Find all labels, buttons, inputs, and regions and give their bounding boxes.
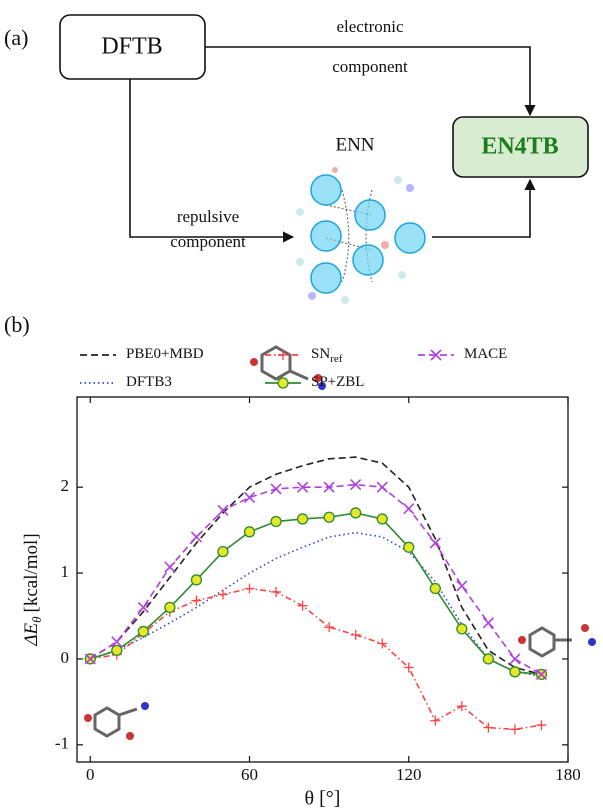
network-illustration bbox=[296, 167, 425, 304]
plot-frame bbox=[77, 397, 568, 762]
figure: (a) DFTB EN4TB ENN electronic component … bbox=[0, 0, 603, 812]
data-point bbox=[271, 517, 281, 527]
legend-label: PBE0+MBD bbox=[126, 346, 204, 362]
data-point bbox=[536, 720, 546, 730]
data-point bbox=[510, 724, 520, 734]
label-part: [kcal/mol] bbox=[21, 533, 42, 612]
series-line bbox=[90, 589, 541, 730]
data-point bbox=[165, 602, 175, 612]
data-point bbox=[404, 504, 414, 514]
data-point bbox=[351, 630, 361, 640]
legend-item: MACE bbox=[418, 346, 507, 362]
molecule-illustration bbox=[84, 347, 596, 740]
data-point bbox=[191, 532, 201, 542]
label-part: θ bbox=[29, 616, 44, 623]
series-line bbox=[90, 485, 541, 675]
data-point bbox=[245, 492, 255, 502]
x-tick-label: 180 bbox=[555, 765, 581, 784]
label-part: ΔE bbox=[21, 622, 42, 646]
data-point bbox=[165, 562, 175, 572]
data-point bbox=[510, 654, 520, 664]
legend-item: SNref bbox=[265, 346, 343, 364]
label-part: MACE bbox=[464, 346, 507, 362]
edge-label: electronic bbox=[336, 17, 403, 36]
label-part: SN bbox=[311, 346, 330, 362]
legend-marker bbox=[278, 378, 288, 388]
data-point bbox=[191, 596, 201, 606]
edge-arrow bbox=[432, 180, 530, 237]
panel-label: (b) bbox=[4, 312, 30, 337]
data-point bbox=[218, 547, 228, 557]
data-point bbox=[271, 587, 281, 597]
node-label: ENN bbox=[335, 134, 374, 155]
y-tick-label: 1 bbox=[61, 562, 70, 581]
series-line bbox=[90, 533, 541, 676]
data-point bbox=[483, 618, 493, 628]
y-axis-label: ΔEθ [kcal/mol] bbox=[21, 533, 44, 646]
data-point bbox=[271, 484, 281, 494]
data-point bbox=[404, 542, 414, 552]
legend-label: SNref bbox=[311, 346, 343, 364]
data-point bbox=[430, 716, 440, 726]
data-point bbox=[112, 645, 122, 655]
data-point bbox=[457, 624, 467, 634]
legend-item: DFTB3 bbox=[80, 374, 172, 390]
legend-item: PBE0+MBD bbox=[80, 346, 204, 362]
data-point bbox=[351, 508, 361, 518]
node-label: EN4TB bbox=[481, 134, 558, 160]
x-tick-label: 60 bbox=[241, 765, 258, 784]
y-tick-label: 2 bbox=[61, 476, 70, 495]
data-point bbox=[298, 514, 308, 524]
edge-label: component bbox=[332, 57, 408, 76]
legend-label: MACE bbox=[464, 346, 507, 362]
data-point bbox=[457, 581, 467, 591]
legend-label: DFTB3 bbox=[126, 374, 172, 390]
label-part: ref bbox=[330, 353, 343, 365]
node-label: DFTB bbox=[101, 34, 162, 60]
edge-label: repulsive bbox=[177, 207, 239, 226]
data-point bbox=[430, 584, 440, 594]
data-point bbox=[138, 626, 148, 636]
data-point bbox=[377, 514, 387, 524]
data-point bbox=[191, 575, 201, 585]
x-tick-label: 0 bbox=[86, 765, 95, 784]
data-point bbox=[245, 584, 255, 594]
data-point bbox=[377, 482, 387, 492]
x-tick-label: 120 bbox=[396, 765, 422, 784]
label-part: SP+ZBL bbox=[311, 374, 364, 390]
x-axis-label: θ [°] bbox=[305, 788, 341, 810]
data-point bbox=[245, 527, 255, 537]
y-tick-label: 0 bbox=[61, 648, 70, 667]
data-point bbox=[324, 622, 334, 632]
panel-label: (a) bbox=[4, 25, 28, 50]
edge-label: component bbox=[170, 232, 246, 251]
y-tick-label: -1 bbox=[55, 734, 69, 753]
data-point bbox=[510, 667, 520, 677]
data-point bbox=[324, 512, 334, 522]
data-point bbox=[218, 590, 228, 600]
legend-label: SP+ZBL bbox=[311, 374, 364, 390]
data-point bbox=[483, 723, 493, 733]
label-part: PBE0+MBD bbox=[126, 346, 204, 362]
data-point bbox=[483, 654, 493, 664]
label-part: DFTB3 bbox=[126, 374, 172, 390]
